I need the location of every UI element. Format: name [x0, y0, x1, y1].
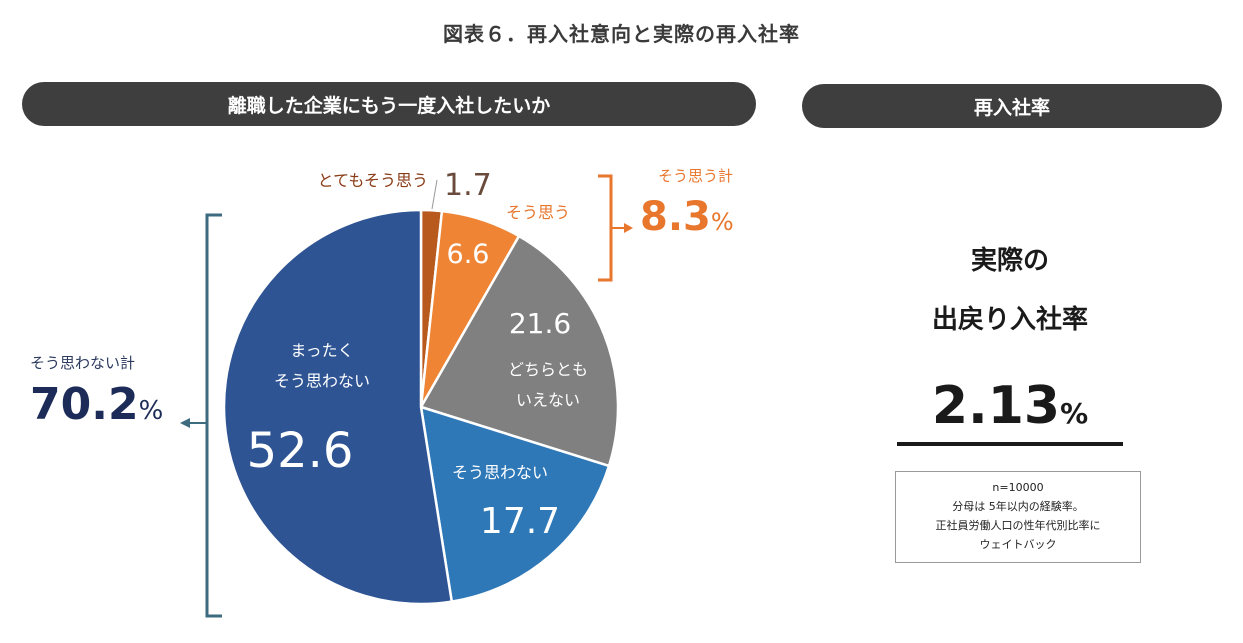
slice-category-label: どちらともいえない	[508, 360, 588, 409]
note-line: ウェイトバック	[979, 538, 1057, 551]
pie-labels: とてもそう思う 1.7 そう思う 6.6 どちらともいえない 21.6 そう思わない 17.7…	[247, 168, 588, 542]
disagree-summary-unit: %	[138, 396, 164, 426]
pie-slices	[222, 208, 620, 606]
agree-summary-label: そう思う計	[658, 167, 734, 185]
rate-label-line2: 出戻り入社率	[931, 305, 1088, 335]
pie-chart: とてもそう思う 1.7 そう思う 6.6 どちらともいえない 21.6 そう思わない 17.7…	[180, 168, 633, 618]
disagree-summary-value: 70.2%	[30, 379, 163, 430]
agree-summary-value: 8.3%	[640, 194, 734, 240]
pie-slice	[222, 208, 454, 606]
pie-slice	[419, 234, 620, 468]
rate-block: 実際の 出戻り入社率 2.13%	[860, 240, 1160, 436]
rate-number: 2.13	[931, 376, 1061, 436]
rate-underline	[897, 442, 1123, 446]
slice-value-label: 1.7	[444, 168, 492, 203]
rate-label-line1: 実際の	[970, 246, 1049, 276]
slice-value-label: 17.7	[480, 501, 560, 542]
slice-value-label: 6.6	[447, 239, 490, 270]
slice-category-label: そう思わない	[452, 463, 548, 482]
agree-summary-number: 8.3	[640, 194, 711, 240]
slice-leader-line	[431, 179, 438, 210]
slice-category-label: そう思う	[506, 203, 570, 222]
slice-category-label: まったくそう思わない	[274, 341, 370, 390]
figure-title: 図表６．再入社意向と実際の再入社率	[443, 22, 800, 46]
note-line: 分母は 5年以内の経験率。	[952, 500, 1084, 513]
slice-category-label: とてもそう思う	[318, 171, 428, 190]
note-line: n=10000	[992, 481, 1044, 494]
slice-value-label: 21.6	[509, 307, 571, 340]
rate-unit: %	[1060, 397, 1089, 430]
disagree-summary: そう思わない計 70.2%	[30, 352, 163, 430]
note-line: 正社員労働人口の性年代別比率に	[935, 519, 1101, 532]
note-box: n=10000 分母は 5年以内の経験率。 正社員労働人口の性年代別比率に ウェ…	[895, 471, 1141, 563]
pie-slice	[419, 405, 611, 604]
right-panel-header: 再入社率	[802, 84, 1222, 128]
rate-value: 2.13%	[860, 376, 1160, 436]
left-panel-header: 離職した企業にもう一度入社したいか	[22, 82, 756, 126]
agree-summary: そう思う計 8.3%	[640, 165, 734, 240]
disagree-summary-number: 70.2	[30, 379, 139, 430]
agree-summary-unit: %	[710, 208, 734, 236]
agree-bracket	[598, 174, 633, 282]
disagree-summary-label: そう思わない計	[30, 354, 136, 372]
disagree-bracket	[180, 213, 222, 618]
slice-value-label: 52.6	[247, 423, 354, 479]
